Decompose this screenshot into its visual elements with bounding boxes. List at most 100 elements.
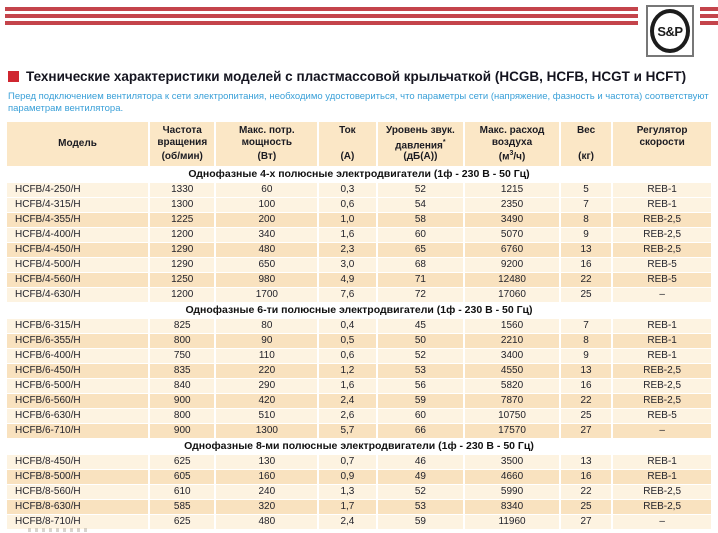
model-cell: HCFB/6-630/H bbox=[7, 408, 149, 423]
table-cell: 56 bbox=[377, 378, 464, 393]
table-cell: 50 bbox=[377, 333, 464, 348]
table-cell: 53 bbox=[377, 499, 464, 514]
table-cell: – bbox=[613, 514, 711, 529]
table-cell: 22 bbox=[560, 272, 612, 287]
table-cell: 1560 bbox=[465, 318, 559, 333]
table-cell: 22 bbox=[560, 484, 612, 499]
table-cell: 900 bbox=[150, 393, 215, 408]
column-header-7: Вес (кг) bbox=[560, 122, 612, 166]
table-cell: 1200 bbox=[150, 227, 215, 242]
table-cell: 5070 bbox=[465, 227, 559, 242]
table-cell: 1290 bbox=[150, 257, 215, 272]
model-cell: HCFB/4-315/H bbox=[7, 197, 149, 212]
table-cell: 3400 bbox=[465, 348, 559, 363]
spec-table: Модель Частота вращения (об/мин) Макс. потр… bbox=[5, 121, 713, 530]
table-cell: 52 bbox=[377, 484, 464, 499]
table-cell: 1215 bbox=[465, 182, 559, 197]
header-row: Модель Частота вращения (об/мин) Макс. потр… bbox=[7, 122, 711, 166]
table-cell: 1,6 bbox=[319, 227, 376, 242]
section-title: Однофазные 4-х полюсные электродвигатели… bbox=[7, 166, 711, 182]
red-square-bullet-icon bbox=[8, 71, 19, 82]
table-cell: 17570 bbox=[465, 423, 559, 438]
table-cell: 1,0 bbox=[319, 212, 376, 227]
table-cell: 3,0 bbox=[319, 257, 376, 272]
table-cell: 7870 bbox=[465, 393, 559, 408]
table-cell: 90 bbox=[216, 333, 318, 348]
table-cell: REB-1 bbox=[613, 469, 711, 484]
table-cell: 0,9 bbox=[319, 469, 376, 484]
table-row: HCFB/4-500/H 1290 650 3,0 68 9200 16 REB-5 bbox=[7, 257, 711, 272]
red-stripes-left bbox=[5, 7, 638, 28]
table-cell: 3490 bbox=[465, 212, 559, 227]
table-cell: 16 bbox=[560, 469, 612, 484]
table-cell: 7,6 bbox=[319, 287, 376, 302]
column-header-8: Регулятор скорости bbox=[613, 122, 711, 166]
table-cell: REB-5 bbox=[613, 408, 711, 423]
table-cell: 240 bbox=[216, 484, 318, 499]
table-cell: REB-2,5 bbox=[613, 393, 711, 408]
table-cell: 1,7 bbox=[319, 499, 376, 514]
sp-logo: S&P bbox=[646, 5, 694, 57]
table-row: HCFB/6-500/H 840 290 1,6 56 5820 16 REB-2,5 bbox=[7, 378, 711, 393]
table-cell: 160 bbox=[216, 469, 318, 484]
table-cell: 49 bbox=[377, 469, 464, 484]
section-title: Однофазные 6-ти полюсные электродвигател… bbox=[7, 302, 711, 318]
table-cell: 1,2 bbox=[319, 363, 376, 378]
table-cell: 625 bbox=[150, 454, 215, 469]
table-cell: 0,6 bbox=[319, 197, 376, 212]
table-cell: 0,7 bbox=[319, 454, 376, 469]
table-cell: 59 bbox=[377, 393, 464, 408]
model-cell: HCFB/4-560/H bbox=[7, 272, 149, 287]
model-cell: HCFB/8-500/H bbox=[7, 469, 149, 484]
table-cell: 290 bbox=[216, 378, 318, 393]
table-cell: 16 bbox=[560, 378, 612, 393]
table-cell: REB-2,5 bbox=[613, 242, 711, 257]
table-cell: 0,5 bbox=[319, 333, 376, 348]
table-cell: REB-1 bbox=[613, 182, 711, 197]
table-cell: 2210 bbox=[465, 333, 559, 348]
table-cell: 8 bbox=[560, 212, 612, 227]
table-cell: 0,4 bbox=[319, 318, 376, 333]
table-cell: 2,4 bbox=[319, 514, 376, 529]
table-cell: REB-1 bbox=[613, 348, 711, 363]
table-cell: 800 bbox=[150, 408, 215, 423]
table-cell: 8 bbox=[560, 333, 612, 348]
table-row: HCFB/8-560/H 610 240 1,3 52 5990 22 REB-2,5 bbox=[7, 484, 711, 499]
table-cell: REB-2,5 bbox=[613, 484, 711, 499]
table-cell: 480 bbox=[216, 242, 318, 257]
table-cell: 420 bbox=[216, 393, 318, 408]
table-cell: 5,7 bbox=[319, 423, 376, 438]
table-row: HCFB/6-400/H 750 110 0,6 52 3400 9 REB-1 bbox=[7, 348, 711, 363]
model-cell: HCFB/6-500/H bbox=[7, 378, 149, 393]
page-title: Технические характеристики моделей с пла… bbox=[26, 69, 687, 84]
table-cell: 7 bbox=[560, 197, 612, 212]
table-row: HCFB/6-710/H 900 1300 5,7 66 17570 27– bbox=[7, 423, 711, 438]
table-cell: 320 bbox=[216, 499, 318, 514]
column-header-3: Макс. потр. мощность (Вт) bbox=[216, 122, 318, 166]
table-cell: 9 bbox=[560, 227, 612, 242]
table-cell: 110 bbox=[216, 348, 318, 363]
table-cell: 13 bbox=[560, 363, 612, 378]
table-cell: 2,4 bbox=[319, 393, 376, 408]
table-cell: 52 bbox=[377, 182, 464, 197]
model-cell: HCFB/8-560/H bbox=[7, 484, 149, 499]
model-cell: HCFB/4-250/H bbox=[7, 182, 149, 197]
table-cell: 10750 bbox=[465, 408, 559, 423]
table-row: HCFB/8-710/H 625 480 2,4 59 11960 27– bbox=[7, 514, 711, 529]
model-cell: HCFB/4-400/H bbox=[7, 227, 149, 242]
table-cell: 66 bbox=[377, 423, 464, 438]
table-cell: 2,3 bbox=[319, 242, 376, 257]
table-cell: 16 bbox=[560, 257, 612, 272]
sp-logo-ring-icon: S&P bbox=[650, 9, 690, 53]
table-cell: 220 bbox=[216, 363, 318, 378]
table-cell: 1290 bbox=[150, 242, 215, 257]
table-row: HCFB/6-450/H 835 220 1,2 53 4550 13 REB-2,5 bbox=[7, 363, 711, 378]
table-cell: 825 bbox=[150, 318, 215, 333]
table-row: HCFB/4-630/H 1200 1700 7,6 72 17060 25– bbox=[7, 287, 711, 302]
table-cell: 610 bbox=[150, 484, 215, 499]
table-cell: 9200 bbox=[465, 257, 559, 272]
table-cell: 1700 bbox=[216, 287, 318, 302]
model-cell: HCFB/6-450/H bbox=[7, 363, 149, 378]
table-cell: 25 bbox=[560, 287, 612, 302]
table-cell: 980 bbox=[216, 272, 318, 287]
